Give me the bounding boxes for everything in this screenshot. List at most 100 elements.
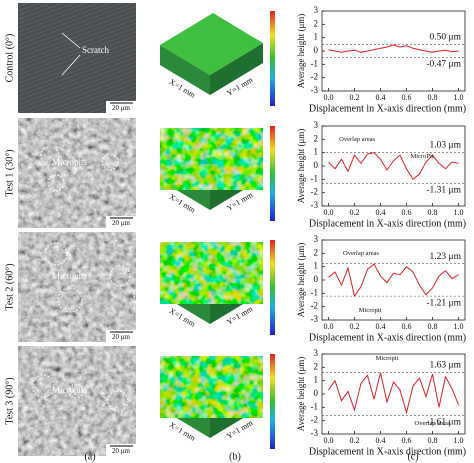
y-tick-label: 0 — [314, 274, 319, 284]
x-tick-label: 0.4 — [376, 436, 386, 445]
x-tick-label: 0.6 — [402, 208, 412, 217]
scale-bar-box — [106, 216, 136, 228]
row-label: Test 1 (30°) — [4, 149, 15, 196]
bound-label: 1.03 μm — [430, 140, 462, 150]
x-axis-title: Displacement in X-axis direction (mm) — [309, 446, 466, 457]
data-line — [328, 152, 459, 181]
scale-bar-label: 20 μm — [112, 104, 131, 112]
y-tick-label: 2 — [314, 18, 319, 28]
sem-annotation: Micropits — [52, 271, 87, 281]
micropit-circle — [57, 287, 83, 313]
y-tick-label: -1 — [311, 173, 319, 183]
leader — [61, 54, 81, 76]
x-tick-label: 0.4 — [376, 322, 386, 331]
data-line — [328, 44, 459, 53]
data-line — [328, 263, 459, 298]
y-tick-label: 3 — [314, 120, 319, 130]
data-line — [328, 372, 459, 415]
panel-label: (a) — [84, 451, 95, 462]
chart-annotation: MicroPit — [411, 153, 434, 160]
y-axis-title: Average height (μm) — [296, 357, 306, 432]
surface-side — [160, 388, 210, 438]
x-tick-label: 1.0 — [454, 208, 464, 217]
y-tick-label: 1 — [314, 261, 319, 271]
surface-side — [160, 45, 210, 95]
y-tick-label: 2 — [314, 361, 319, 371]
sem-annotation: Scratch — [82, 45, 109, 55]
sem-image — [18, 118, 136, 228]
micropit-circle — [101, 153, 119, 171]
scale-bar-label: 20 μm — [112, 333, 131, 341]
micropit-circle — [68, 383, 84, 399]
x-tick-label: 0.6 — [402, 93, 412, 102]
surface-top — [160, 13, 263, 75]
x-tick-label: 0.2 — [350, 93, 360, 102]
bound-label: -1.21 μm — [426, 298, 461, 308]
x-tick-label: 1.0 — [454, 322, 464, 331]
panel-label: (b) — [229, 451, 241, 462]
y-tick-label: 0 — [314, 388, 319, 398]
colorbar — [270, 11, 275, 106]
scale-bar-box — [106, 101, 136, 113]
y-tick-label: 3 — [314, 234, 319, 244]
y-tick-label: -1 — [311, 58, 319, 68]
y-tick-label: 0 — [314, 45, 319, 55]
y-tick-label: -3 — [311, 200, 319, 210]
micropit-circle — [40, 146, 60, 166]
x-axis-title: Displacement in X-axis direction (mm) — [309, 218, 466, 229]
x-tick-label: 1.0 — [454, 436, 464, 445]
surface-side — [210, 386, 263, 438]
y-tick-label: -1 — [311, 287, 319, 297]
y-tick-label: 2 — [314, 247, 319, 257]
x-tick-label: 0.4 — [376, 208, 386, 217]
x-tick-label: 0.6 — [402, 322, 412, 331]
x-tick-label: 0.8 — [428, 436, 438, 445]
y-tick-label: 1 — [314, 375, 319, 385]
y-tick-label: 3 — [314, 348, 319, 358]
y-tick-label: -3 — [311, 428, 319, 438]
y-tick-label: 1 — [314, 147, 319, 157]
scale-bar-label: 20 μm — [112, 447, 131, 455]
micropit-circle — [44, 242, 68, 266]
x-tick-label: 0.2 — [350, 322, 360, 331]
surface-side — [210, 272, 263, 324]
colorbar — [270, 354, 275, 449]
chart-annotation: Micropit — [359, 307, 382, 314]
x-tick-label: 0.2 — [350, 436, 360, 445]
chart-annotation: Overlap areas — [415, 420, 451, 427]
y-axis-title: Average height (μm) — [296, 129, 306, 204]
sem-annotation: Micropits — [52, 157, 87, 167]
bound-label: -1.31 μm — [426, 186, 461, 196]
x-tick-label: 0.0 — [324, 322, 334, 331]
chart-annotation: Micropit — [376, 355, 399, 362]
scale-bar-label: 20 μm — [112, 219, 131, 227]
row-label: Control (0°) — [4, 34, 15, 83]
micropit-circle — [107, 390, 129, 412]
micropit-circle — [31, 374, 55, 398]
surface-top — [160, 356, 263, 418]
y-tick-label: -3 — [311, 314, 319, 324]
x-tick-label: 1.0 — [454, 93, 464, 102]
y-tick-label: -2 — [311, 72, 319, 82]
bound-label: 0.50 μm — [430, 33, 462, 43]
surface-top — [160, 242, 263, 304]
x-tick-label: 0.8 — [428, 93, 438, 102]
x-tick-label: 0.0 — [324, 93, 334, 102]
bound-label: -1.61 μm — [426, 418, 461, 428]
row-label: Test 2 (60°) — [4, 263, 15, 310]
bound-label: 1.23 μm — [430, 252, 462, 262]
sem-image — [18, 232, 136, 342]
y-tick-label: -1 — [311, 401, 319, 411]
x-tick-label: 0.0 — [324, 436, 334, 445]
bound-label: 1.63 μm — [430, 360, 462, 370]
surface-side — [160, 160, 210, 210]
micropit-circle — [47, 174, 65, 192]
micropit-circle — [133, 285, 151, 303]
surface-side — [160, 274, 210, 324]
x-axis-title: Displacement in X-axis direction (mm) — [309, 332, 466, 343]
panel-label: (c) — [407, 451, 418, 462]
chart-annotation: Overlap areas — [339, 136, 375, 143]
colorbar — [270, 126, 275, 221]
y-tick-label: -3 — [311, 85, 319, 95]
